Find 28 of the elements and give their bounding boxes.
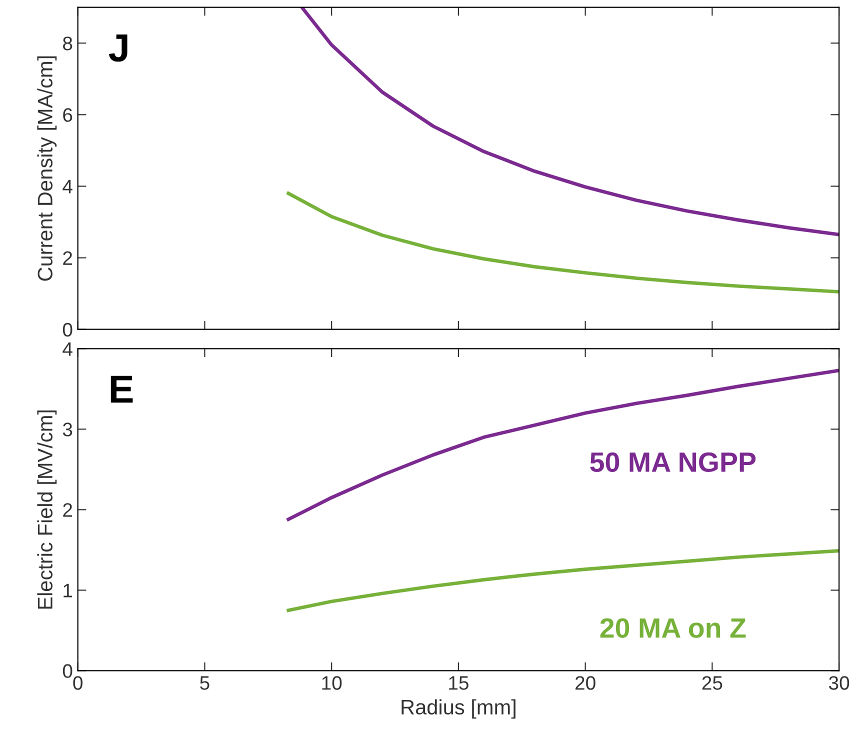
y-axis-title: Current Density [MA/cm]	[37, 56, 57, 281]
line-series	[286, 549, 840, 612]
y-tick-label: 6	[63, 108, 72, 122]
y-tick-label: 0	[62, 664, 72, 678]
y-tick-label: 1	[64, 584, 72, 598]
y-tick-label: 3	[62, 422, 72, 436]
x-tick-label: 0	[73, 676, 82, 690]
y-tick-label: 4	[62, 180, 72, 194]
series-label: 20 MA on Z	[600, 618, 746, 638]
y-tick-label: 2	[63, 251, 72, 265]
annotation: J	[108, 34, 128, 62]
y-tick-label: 0	[62, 322, 72, 337]
series-label: 50 MA NGPP	[590, 452, 756, 472]
x-tick-label: 25	[702, 676, 722, 690]
x-tick-label: 10	[322, 676, 342, 690]
y-tick-label: 4	[62, 342, 72, 356]
x-tick-label: 15	[449, 676, 468, 690]
line-series	[286, 368, 840, 522]
x-tick-label: 20	[575, 676, 596, 690]
line-series	[300, 7, 840, 236]
x-tick-label: 30	[828, 676, 850, 690]
line-series	[286, 192, 840, 294]
x-tick-label: 5	[200, 676, 210, 690]
y-tick-label: 2	[63, 503, 72, 517]
y-tick-label: 8	[63, 36, 72, 50]
x-axis-title: Radius [mm]	[402, 699, 516, 719]
y-axis-title: Electric Field [MV/cm]	[37, 410, 57, 609]
annotation: E	[110, 376, 133, 403]
